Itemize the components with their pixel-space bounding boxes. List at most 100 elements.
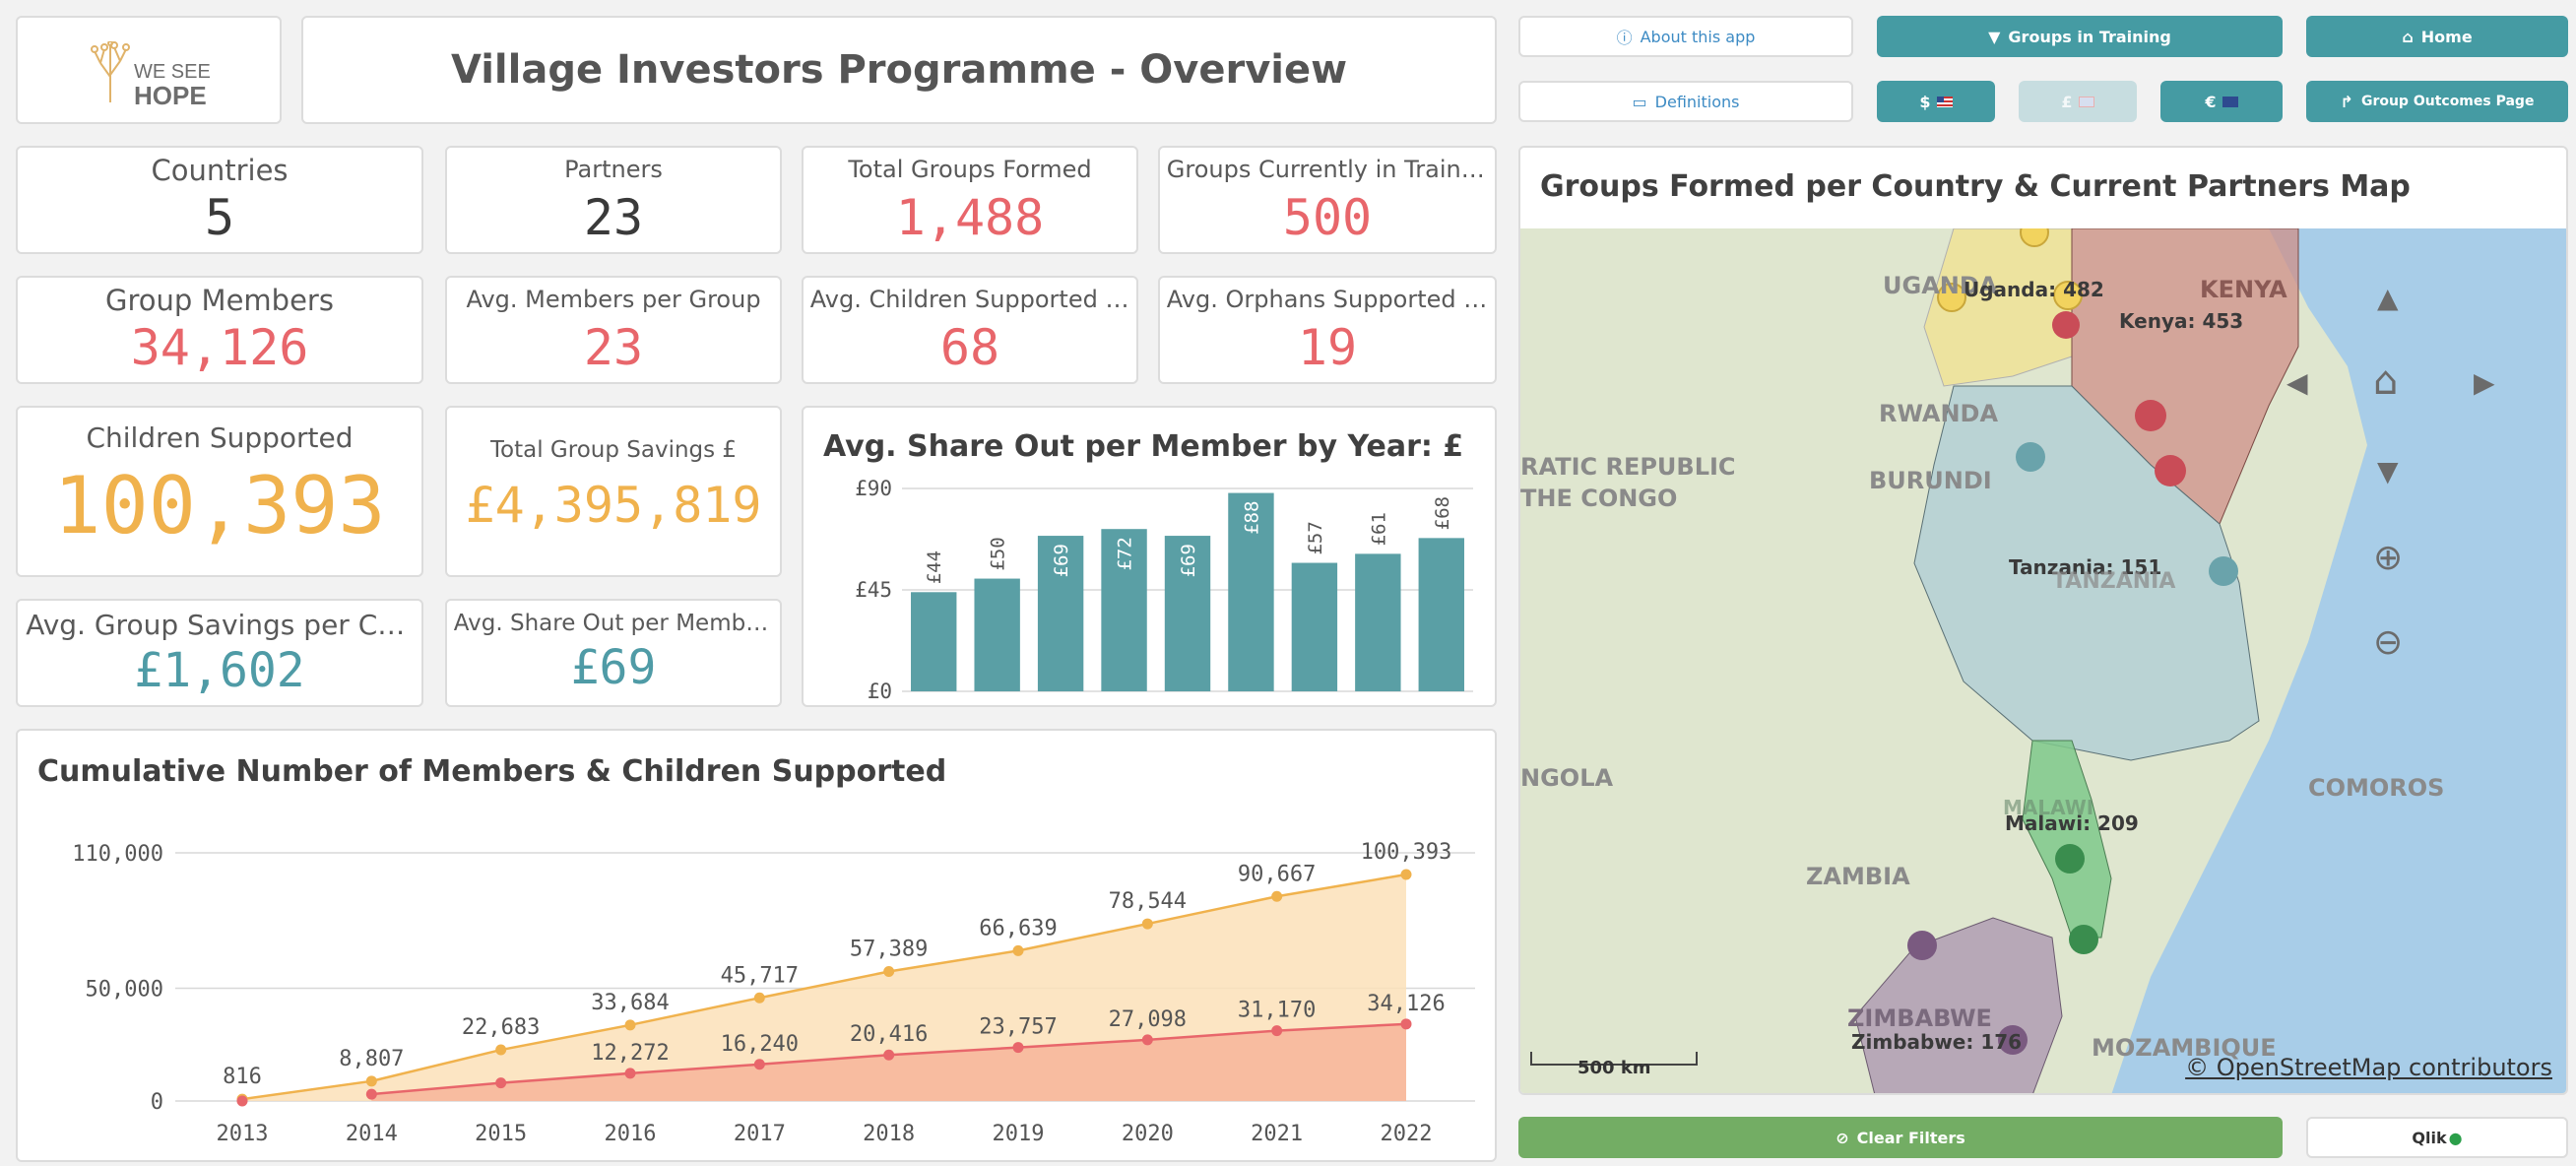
area-data-label-members: 20,416 (850, 1022, 928, 1047)
tanzania-region[interactable] (1913, 385, 2260, 761)
map-label-mozambique: MOZAMBIQUE (2092, 1034, 2277, 1062)
area-data-point[interactable] (1271, 1025, 1283, 1037)
area-data-point[interactable] (1141, 1034, 1153, 1046)
pan-left-icon[interactable]: ◀ (2286, 366, 2308, 399)
qlik-button[interactable]: Qlik ● (2306, 1117, 2568, 1158)
about-button[interactable]: ⓘ About this app (1518, 16, 1853, 57)
bar-share-out[interactable] (1101, 529, 1147, 691)
bar-y-tick-label: £90 (855, 477, 892, 500)
map-label-zimbabwe: ZIMBABWE (1847, 1004, 1992, 1032)
area-data-point[interactable] (753, 1059, 765, 1070)
kpi-countries: Countries 5 (16, 146, 423, 254)
map-attribution[interactable]: © OpenStreetMap contributors (2185, 1054, 2552, 1081)
eu-flag-icon (2222, 96, 2238, 107)
area-data-point[interactable] (624, 1068, 636, 1079)
map-scale-label: 500 km (1578, 1058, 1651, 1078)
area-data-label-members-children: 8,807 (339, 1047, 404, 1071)
filter-icon: ▼ (1988, 27, 2001, 46)
area-data-point[interactable] (365, 1075, 377, 1087)
area-x-tick-label: 2017 (734, 1122, 786, 1146)
area-data-point[interactable] (495, 1077, 507, 1089)
map-label-kenya-count: Kenya: 453 (2119, 309, 2244, 333)
zoom-in-icon[interactable]: ⊕ (2373, 538, 2404, 578)
map-label-zambia: ZAMBIA (1806, 863, 1910, 890)
kpi-groups-training: Groups Currently in Training 500 (1158, 146, 1497, 254)
area-x-tick-label: 2015 (475, 1122, 527, 1146)
bar-data-label: £61 (1368, 512, 1389, 546)
area-data-point[interactable] (1141, 918, 1153, 930)
area-y-tick-label: 50,000 (86, 977, 163, 1002)
book-icon: ▭ (1632, 92, 1647, 111)
kpi-avg-orphans: Avg. Orphans Supported per ... 19 (1158, 276, 1497, 384)
bar-share-out[interactable] (1228, 492, 1274, 691)
area-x-tick-label: 2022 (1381, 1122, 1433, 1146)
area-y-tick-label: 0 (151, 1090, 163, 1115)
area-data-point[interactable] (883, 1049, 895, 1061)
bar-share-out[interactable] (1355, 553, 1401, 691)
group-outcomes-button[interactable]: ↱ Group Outcomes Page (2306, 81, 2568, 122)
area-data-label-members: 12,272 (591, 1041, 669, 1066)
ocean-area (2111, 228, 2566, 1093)
map-canvas[interactable] (1520, 228, 2568, 1095)
info-icon: ⓘ (1616, 29, 1633, 47)
kpi-children-supported: Children Supported 100,393 (16, 406, 423, 577)
area-data-label-members-children: 66,639 (979, 916, 1057, 940)
bar-share-out[interactable] (1291, 562, 1338, 691)
area-data-label-members-children: 78,544 (1109, 889, 1187, 914)
bar-share-out[interactable] (1418, 538, 1464, 691)
clear-filter-icon: ⊘ (1835, 1128, 1849, 1147)
kpi-avg-savings-cycle: Avg. Group Savings per Cycle £ £1,602 (16, 599, 423, 707)
definitions-button[interactable]: ▭ Definitions (1518, 81, 1853, 122)
currency-gbp-button[interactable]: £ (2019, 81, 2137, 122)
area-data-point[interactable] (1012, 944, 1024, 956)
area-data-point[interactable] (365, 1088, 377, 1100)
pan-right-icon[interactable]: ▶ (2474, 366, 2495, 399)
area-data-label-members: 27,098 (1109, 1007, 1187, 1032)
bar-share-out[interactable] (911, 592, 957, 691)
pan-up-icon[interactable]: ▲ (2377, 282, 2399, 314)
area-data-label-members: 16,240 (721, 1032, 799, 1057)
area-data-point[interactable] (883, 966, 895, 978)
area-data-point[interactable] (1400, 869, 1412, 880)
bar-data-label: £69 (1178, 544, 1199, 577)
groups-in-training-button[interactable]: ▼ Groups in Training (1877, 16, 2283, 57)
bar-data-label: £88 (1241, 501, 1262, 535)
tree-logo-icon (91, 41, 130, 102)
area-data-point[interactable] (1400, 1018, 1412, 1030)
currency-usd-button[interactable]: $ (1877, 81, 1995, 122)
area-data-point[interactable] (753, 992, 765, 1004)
area-data-label-members: 23,757 (979, 1015, 1057, 1040)
home-map-icon[interactable]: ⌂ (2373, 358, 2399, 404)
area-data-point[interactable] (1012, 1042, 1024, 1054)
currency-eur-button[interactable]: € (2160, 81, 2283, 122)
area-data-label-members-children: 22,683 (462, 1015, 540, 1040)
logo-text-top: WE SEE (134, 61, 211, 83)
area-x-tick-label: 2014 (346, 1122, 398, 1146)
cumulative-chart-panel: Cumulative Number of Members & Children … (16, 729, 1497, 1162)
area-data-label-members-children: 45,717 (721, 963, 799, 988)
bar-data-label: £57 (1305, 521, 1326, 554)
area-data-point[interactable] (1271, 890, 1283, 902)
bar-share-out[interactable] (974, 578, 1020, 691)
clear-filters-button[interactable]: ⊘ Clear Filters (1518, 1117, 2283, 1158)
pan-down-icon[interactable]: ▼ (2377, 455, 2399, 487)
cumulative-chart-title: Cumulative Number of Members & Children … (37, 754, 947, 789)
map-label-drc-1: RATIC REPUBLIC (1520, 453, 1736, 481)
kpi-total-savings: Total Group Savings £ £4,395,819 (445, 406, 782, 577)
area-data-point[interactable] (236, 1095, 248, 1107)
kpi-partners: Partners 23 (445, 146, 782, 254)
area-data-point[interactable] (495, 1044, 507, 1056)
map-label-tanzania-count: Tanzania: 151 (2009, 555, 2162, 579)
area-x-tick-label: 2018 (863, 1122, 915, 1146)
bar-share-out[interactable] (1164, 536, 1211, 691)
uganda-region[interactable] (1923, 228, 2073, 387)
kpi-avg-children: Avg. Children Supported per G... 68 (802, 276, 1138, 384)
map-label-burundi: BURUNDI (1869, 467, 1992, 494)
partner-markers[interactable] (1907, 228, 2238, 1055)
malawi-region[interactable] (2022, 740, 2112, 939)
zoom-out-icon[interactable]: ⊖ (2373, 622, 2404, 663)
area-data-point[interactable] (624, 1019, 636, 1031)
bar-share-out[interactable] (1037, 536, 1084, 691)
kpi-total-groups: Total Groups Formed 1,488 (802, 146, 1138, 254)
home-button[interactable]: ⌂ Home (2306, 16, 2568, 57)
